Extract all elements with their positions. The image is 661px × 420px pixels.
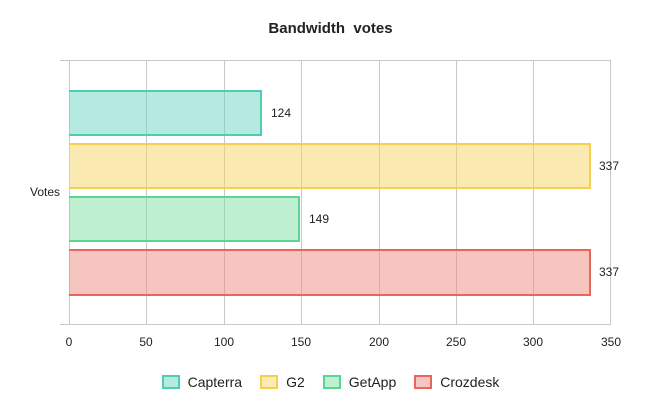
legend-item-getapp[interactable]: GetApp bbox=[322, 374, 397, 390]
legend-swatch bbox=[260, 375, 279, 389]
value-label-capterra: 124 bbox=[271, 106, 292, 120]
grid-line bbox=[379, 60, 380, 325]
x-axis-line bbox=[60, 324, 611, 325]
legend-swatch bbox=[161, 375, 180, 389]
grid-line bbox=[301, 60, 302, 325]
bar-g2[interactable] bbox=[69, 143, 591, 189]
x-tick-label: 300 bbox=[522, 335, 544, 349]
legend-item-crozdesk[interactable]: Crozdesk bbox=[414, 374, 499, 390]
x-tick-label: 50 bbox=[139, 335, 153, 349]
legend-label: Capterra bbox=[187, 374, 243, 390]
grid-line bbox=[456, 60, 457, 325]
x-tick-label: 150 bbox=[290, 335, 312, 349]
bar-crozdesk[interactable] bbox=[69, 249, 591, 296]
legend: Capterra G2 GetApp Crozdesk bbox=[0, 374, 661, 390]
x-tick-label: 0 bbox=[65, 335, 73, 349]
x-tick-label: 350 bbox=[600, 335, 622, 349]
legend-label: G2 bbox=[286, 374, 305, 390]
legend-swatch bbox=[414, 375, 433, 389]
legend-label: GetApp bbox=[348, 374, 397, 390]
legend-swatch bbox=[322, 375, 341, 389]
bar-getapp[interactable] bbox=[69, 196, 300, 242]
grid-line bbox=[69, 60, 70, 325]
value-label-crozdesk: 337 bbox=[599, 265, 620, 279]
x-tick-label: 200 bbox=[368, 335, 390, 349]
grid-line bbox=[533, 60, 534, 325]
x-tick-label: 100 bbox=[213, 335, 235, 349]
grid-line bbox=[610, 60, 611, 325]
legend-item-g2[interactable]: G2 bbox=[260, 374, 305, 390]
legend-label: Crozdesk bbox=[440, 374, 500, 390]
value-label-g2: 337 bbox=[599, 159, 620, 173]
legend-item-capterra[interactable]: Capterra bbox=[161, 374, 243, 390]
plot-area: 124 337 149 337 bbox=[60, 60, 619, 325]
y-category-label: Votes bbox=[30, 185, 61, 199]
grid-line-top bbox=[60, 60, 611, 61]
x-tick-label: 250 bbox=[445, 335, 467, 349]
grid-line bbox=[224, 60, 225, 325]
bar-capterra[interactable] bbox=[69, 90, 262, 136]
grid-line bbox=[146, 60, 147, 325]
value-label-getapp: 149 bbox=[309, 212, 330, 226]
chart-title: Bandwidth votes bbox=[268, 20, 393, 37]
